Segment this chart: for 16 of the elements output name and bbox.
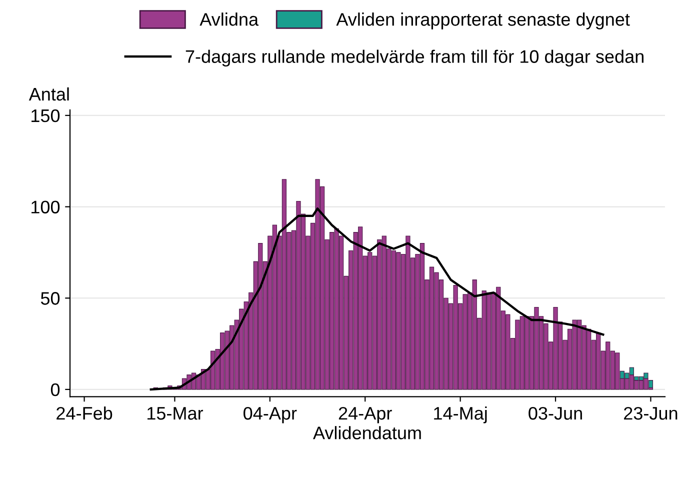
- x-tick-label: 04-Apr: [244, 406, 297, 424]
- y-tick-label: 50: [40, 292, 60, 305]
- legend-label: Avlidna: [200, 12, 259, 26]
- x-tick-label: 24-Feb: [56, 406, 112, 420]
- y-tick-label: 100: [32, 200, 60, 214]
- legend-label: Avliden inrapporterat senaste dygnet: [336, 12, 630, 30]
- legend-label: 7-dagars rullande medelvärde fram till för 10 dagar sedan: [186, 50, 644, 67]
- x-tick-label: 15-Mar: [148, 407, 204, 420]
- x-axis-title: Avlidendatum: [313, 426, 421, 440]
- x-tick-label: 24-Apr: [338, 406, 392, 424]
- x-tick-label: 14-Maj: [434, 406, 487, 424]
- y-tick-label: 150: [32, 109, 60, 122]
- x-tick-label: 23-Jun: [624, 406, 678, 420]
- y-axis-title: Antal: [28, 87, 69, 101]
- y-tick-label: 0: [50, 383, 60, 396]
- x-tick-label: 03-Jun: [528, 406, 582, 420]
